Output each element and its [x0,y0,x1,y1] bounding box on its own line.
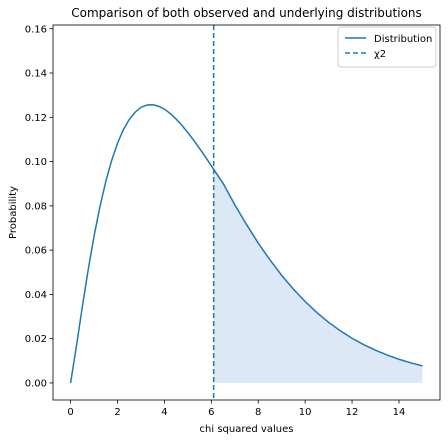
x-axis-title: chi squared values [200,424,294,435]
y-tick-label-0.10: 0.10 [25,157,47,168]
y-tick-label-0.00: 0.00 [25,378,47,389]
y-tick-label-0.14: 0.14 [25,69,47,80]
x-tick-label-14: 14 [393,407,406,418]
y-tick-label-0.12: 0.12 [25,113,47,124]
legend-chi2-label: χ2 [374,49,386,60]
shaded-area [213,169,423,383]
chart-title: Comparison of both observed and underlyi… [71,6,422,20]
x-axis: 0 2 4 6 8 10 12 14 [67,400,405,418]
y-axis: 0.00 0.02 0.04 0.06 0.08 0.10 0.12 0.14 0.16 [25,24,53,389]
x-tick-label-8: 8 [255,407,261,418]
plot-frame [52,24,441,401]
x-tick-label-0: 0 [67,407,73,418]
x-tick-label-6: 6 [208,407,214,418]
plot-area: 0 2 4 6 8 10 12 14 0.00 0.02 0.04 0.06 0.08 0.10 0.12… [8,24,441,435]
x-tick-label-12: 12 [346,407,359,418]
y-tick-label-0.02: 0.02 [25,334,47,345]
x-tick-label-10: 10 [299,407,312,418]
y-axis-title: Probability [8,186,19,239]
y-tick-label-0.08: 0.08 [25,201,47,212]
legend: Distribution χ2 [337,26,437,68]
legend-box [337,26,437,68]
y-tick-label-0.04: 0.04 [25,290,47,301]
distribution-line [69,103,423,384]
y-tick-label-0.06: 0.06 [25,246,47,257]
y-tick-label-0.16: 0.16 [25,24,47,35]
x-tick-label-4: 4 [161,407,167,418]
legend-distribution-label: Distribution [374,34,432,45]
x-tick-label-2: 2 [114,407,120,418]
